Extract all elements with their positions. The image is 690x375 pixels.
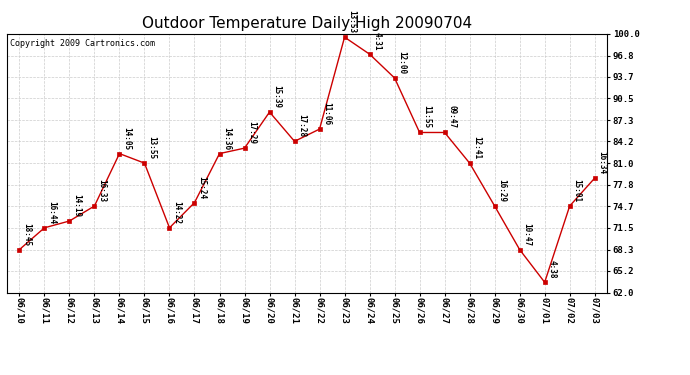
Text: 4:38: 4:38 <box>547 260 556 278</box>
Text: 15:01: 15:01 <box>572 179 581 202</box>
Text: 17:29: 17:29 <box>247 121 256 144</box>
Text: 15:24: 15:24 <box>197 176 206 199</box>
Text: 16:33: 16:33 <box>97 179 106 202</box>
Text: 14:05: 14:05 <box>122 127 131 150</box>
Text: 11:55: 11:55 <box>422 105 431 129</box>
Text: 17:28: 17:28 <box>297 114 306 138</box>
Title: Outdoor Temperature Daily High 20090704: Outdoor Temperature Daily High 20090704 <box>142 16 472 31</box>
Text: 14:36: 14:36 <box>222 127 231 150</box>
Text: 09:47: 09:47 <box>447 105 456 129</box>
Text: 14:22: 14:22 <box>172 201 181 224</box>
Text: 4:31: 4:31 <box>372 32 381 50</box>
Text: 10:47: 10:47 <box>522 223 531 246</box>
Text: Copyright 2009 Cartronics.com: Copyright 2009 Cartronics.com <box>10 39 155 48</box>
Text: 14:19: 14:19 <box>72 194 81 217</box>
Text: 12:00: 12:00 <box>397 51 406 74</box>
Text: 12:41: 12:41 <box>472 136 481 159</box>
Text: 13:53: 13:53 <box>347 10 356 33</box>
Text: 16:34: 16:34 <box>598 151 607 174</box>
Text: 16:44: 16:44 <box>47 201 56 224</box>
Text: 11:06: 11:06 <box>322 102 331 125</box>
Text: 18:45: 18:45 <box>22 223 31 246</box>
Text: 15:39: 15:39 <box>272 85 281 108</box>
Text: 13:55: 13:55 <box>147 136 156 159</box>
Text: 16:29: 16:29 <box>497 179 506 202</box>
